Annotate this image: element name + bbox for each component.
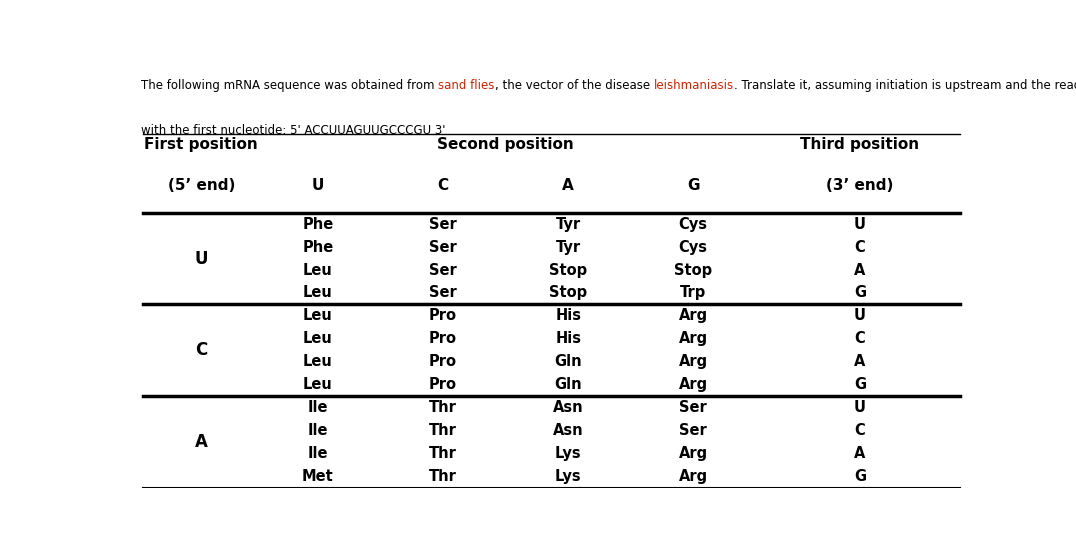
Text: C: C <box>195 341 208 359</box>
Text: Thr: Thr <box>429 400 457 415</box>
Text: Leu: Leu <box>303 332 332 346</box>
Text: C: C <box>438 178 449 193</box>
Text: Met: Met <box>302 469 334 484</box>
Text: Asn: Asn <box>553 423 583 438</box>
Text: A: A <box>854 262 866 278</box>
Text: Cys: Cys <box>679 239 708 255</box>
Text: A: A <box>195 433 208 451</box>
Text: Thr: Thr <box>429 423 457 438</box>
Text: leishmaniasis: leishmaniasis <box>654 79 734 92</box>
Text: , the vector of the disease: , the vector of the disease <box>495 79 654 92</box>
Text: Ile: Ile <box>308 446 328 461</box>
Text: Pro: Pro <box>429 309 457 323</box>
Text: (5’ end): (5’ end) <box>168 178 235 193</box>
Text: Arg: Arg <box>679 309 708 323</box>
Text: Ser: Ser <box>429 217 457 232</box>
Text: G: G <box>854 286 866 300</box>
Text: Ile: Ile <box>308 423 328 438</box>
Text: His: His <box>555 309 581 323</box>
Text: Tyr: Tyr <box>555 217 581 232</box>
Text: G: G <box>686 178 699 193</box>
Text: Arg: Arg <box>679 446 708 461</box>
Text: Stop: Stop <box>549 286 587 300</box>
Text: G: G <box>854 469 866 484</box>
Text: Arg: Arg <box>679 469 708 484</box>
Text: Arg: Arg <box>679 332 708 346</box>
Text: Lys: Lys <box>555 469 581 484</box>
Text: C: C <box>854 332 865 346</box>
Text: C: C <box>854 423 865 438</box>
Text: Ser: Ser <box>429 286 457 300</box>
Text: Leu: Leu <box>303 309 332 323</box>
Text: The following mRNA sequence was obtained from: The following mRNA sequence was obtained… <box>141 79 438 92</box>
Text: Pro: Pro <box>429 332 457 346</box>
Text: Leu: Leu <box>303 286 332 300</box>
Text: Ser: Ser <box>679 400 707 415</box>
Text: U: U <box>312 178 324 193</box>
Text: Pro: Pro <box>429 354 457 369</box>
Text: Thr: Thr <box>429 469 457 484</box>
Text: Ser: Ser <box>679 423 707 438</box>
Text: Arg: Arg <box>679 354 708 369</box>
Text: Leu: Leu <box>303 354 332 369</box>
Text: Gln: Gln <box>554 354 582 369</box>
Text: Stop: Stop <box>675 262 712 278</box>
Text: . Translate it, assuming initiation is upstream and the reading frame starts: . Translate it, assuming initiation is u… <box>734 79 1076 92</box>
Text: Stop: Stop <box>549 262 587 278</box>
Text: Phe: Phe <box>302 217 334 232</box>
Text: Leu: Leu <box>303 377 332 392</box>
Text: A: A <box>563 178 574 193</box>
Text: Second position: Second position <box>437 138 574 152</box>
Text: First position: First position <box>144 137 258 152</box>
Text: G: G <box>854 377 866 392</box>
Text: Phe: Phe <box>302 239 334 255</box>
Text: A: A <box>854 354 866 369</box>
Text: Ser: Ser <box>429 262 457 278</box>
Text: sand flies: sand flies <box>438 79 495 92</box>
Text: His: His <box>555 332 581 346</box>
Text: A: A <box>854 446 866 461</box>
Text: Asn: Asn <box>553 400 583 415</box>
Text: Thr: Thr <box>429 446 457 461</box>
Text: Cys: Cys <box>679 217 708 232</box>
Text: U: U <box>854 217 866 232</box>
Text: U: U <box>854 400 866 415</box>
Text: U: U <box>854 309 866 323</box>
Text: Trp: Trp <box>680 286 706 300</box>
Text: Lys: Lys <box>555 446 581 461</box>
Text: U: U <box>195 250 208 267</box>
Text: Arg: Arg <box>679 377 708 392</box>
Text: C: C <box>854 239 865 255</box>
Text: (3’ end): (3’ end) <box>826 178 894 193</box>
Text: Tyr: Tyr <box>555 239 581 255</box>
Text: Ile: Ile <box>308 400 328 415</box>
Text: with the first nucleotide: 5' ACCUUAGUUGCCCGU 3': with the first nucleotide: 5' ACCUUAGUUG… <box>141 124 445 137</box>
Text: Gln: Gln <box>554 377 582 392</box>
Text: Third position: Third position <box>801 137 920 152</box>
Text: Ser: Ser <box>429 239 457 255</box>
Text: Leu: Leu <box>303 262 332 278</box>
Text: Pro: Pro <box>429 377 457 392</box>
